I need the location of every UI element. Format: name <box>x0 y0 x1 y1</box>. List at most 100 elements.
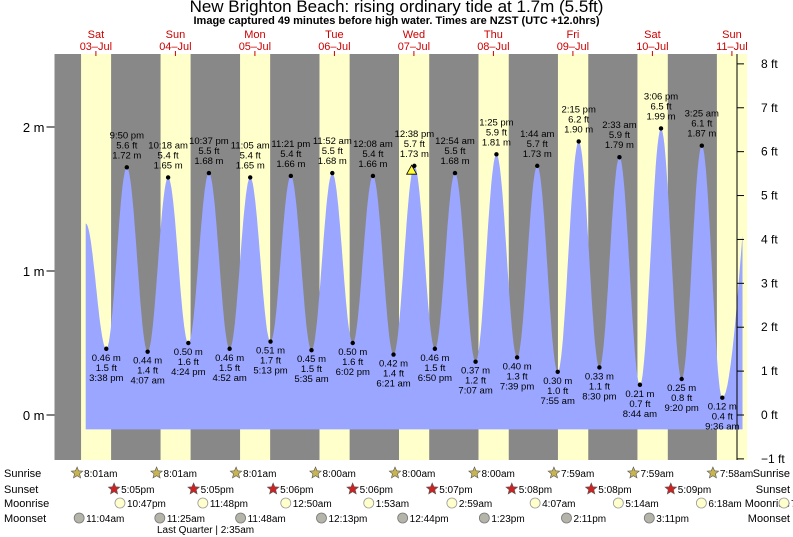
right-axis-label: 2 ft <box>761 320 778 334</box>
moonset-time: 12:13pm <box>328 514 367 525</box>
high-tide-label: 1.68 m <box>318 156 347 167</box>
low-tide-point <box>309 348 314 353</box>
low-tide-label: 1.5 ft <box>219 363 240 374</box>
low-tide-label: 9:20 pm <box>665 403 699 414</box>
right-axis-label: 4 ft <box>761 232 778 246</box>
low-tide-label: 0.45 m <box>297 354 326 365</box>
day-of-week-label: Mon <box>244 29 265 41</box>
date-label: 10–Jul <box>636 41 668 53</box>
sunset-icon <box>266 482 280 495</box>
low-tide-label: 6:50 pm <box>418 373 452 384</box>
low-tide-label: 3:38 pm <box>89 373 123 384</box>
high-tide-label: 9:50 pm <box>110 130 144 141</box>
sunrise-time: 7:59am <box>640 469 673 480</box>
axes: Sat03–JulSun04–JulMon05–JulTue06–JulWed0… <box>23 29 786 466</box>
high-tide-label: 1:25 pm <box>479 117 513 128</box>
sunrise-icon <box>229 466 243 479</box>
sunrise-time: 8:00am <box>402 469 435 480</box>
low-tide-label: 1.5 ft <box>96 363 117 374</box>
low-tide-label: 1.4 ft <box>383 369 404 380</box>
high-tide-point <box>165 175 171 180</box>
high-tide-point <box>699 143 705 148</box>
right-axis-label: 1 ft <box>761 364 778 378</box>
low-tide-label: 0.37 m <box>461 366 490 377</box>
sunrise-time: 8:01am <box>84 469 117 480</box>
moonrise-time: 2:59am <box>459 499 492 510</box>
low-tide-label: 0.7 ft <box>629 399 650 410</box>
moonset-icon <box>397 512 409 524</box>
high-tide-label: 5.7 ft <box>527 139 548 150</box>
low-tide-label: 0.50 m <box>338 347 367 358</box>
low-tide-label: 6:21 am <box>376 379 410 390</box>
left-axis-label: 0 m <box>23 408 45 423</box>
sunrise-icon <box>626 466 640 479</box>
low-tide-label: 5:13 pm <box>253 366 287 377</box>
sunset-time: 5:05pm <box>201 485 234 496</box>
low-tide-label: 6:02 pm <box>336 367 370 378</box>
low-tide-label: 0.21 m <box>625 389 654 400</box>
low-tide-label: 1.5 ft <box>424 363 445 374</box>
low-tide-label: 1.5 ft <box>301 364 322 375</box>
almanac-row-label-right: Sunset <box>756 484 790 496</box>
low-tide-label: 7:55 am <box>541 396 575 407</box>
sunrise-icon <box>70 466 84 479</box>
low-tide-label: 0.4 ft <box>712 412 733 423</box>
high-tide-label: 12:54 am <box>435 136 475 147</box>
low-tide-point <box>514 355 520 360</box>
low-tide-label: 0.12 m <box>708 402 737 413</box>
day-of-week-label: Sun <box>722 29 742 41</box>
day-of-week-label: Fri <box>566 29 579 41</box>
high-tide-point <box>535 163 540 169</box>
high-tide-label: 5.5 ft <box>322 146 343 157</box>
tide-area <box>85 128 743 430</box>
low-tide-label: 0.51 m <box>256 346 285 357</box>
sunset-icon <box>187 482 201 495</box>
sunset-icon <box>346 482 360 495</box>
almanac-row-label-left: Moonrise <box>4 498 49 510</box>
moonset-icon <box>316 512 327 524</box>
right-axis-label: −1 ft <box>761 452 785 466</box>
moonrise-icon <box>114 497 126 509</box>
low-tide-label: 0.33 m <box>585 371 614 382</box>
moonrise-icon <box>197 497 209 509</box>
high-tide-label: 2:33 am <box>602 120 636 131</box>
high-tide-label: 1.90 m <box>564 124 593 135</box>
day-of-week-label: Wed <box>403 29 425 41</box>
low-tide-point <box>186 340 191 346</box>
moonset-icon <box>561 512 572 524</box>
almanac-row-label-right: Moonrise <box>745 498 790 510</box>
high-tide-label: 1.68 m <box>440 156 469 167</box>
moonset-icon <box>235 512 246 524</box>
moonset-time: 11:25am <box>167 514 205 525</box>
high-tide-label: 5.4 ft <box>280 149 301 160</box>
moonrise-time: 5:14am <box>625 499 658 510</box>
sunset-icon <box>425 482 439 495</box>
almanac-row-label-left: Moonset <box>4 513 46 525</box>
high-tide-label: 1.73 m <box>523 149 552 160</box>
almanac-row-label-left: Sunset <box>4 484 38 496</box>
high-tide-label: 11:05 am <box>231 140 270 151</box>
low-tide-label: 4:07 am <box>130 376 164 387</box>
right-axis-label: 7 ft <box>761 101 778 115</box>
low-tide-label: 4:52 am <box>212 373 246 384</box>
moonset-icon <box>73 512 85 524</box>
low-tide-label: 0.50 m <box>174 347 203 358</box>
right-axis-label: 3 ft <box>761 276 778 290</box>
day-of-week-label: Sat <box>88 29 105 41</box>
high-tide-label: 5.5 ft <box>198 146 219 157</box>
right-axis-label: 0 ft <box>761 408 778 422</box>
low-tide-label: 0.8 ft <box>671 393 692 404</box>
right-axis-label: 6 ft <box>761 145 778 159</box>
moonrise-time: 6:18am <box>708 499 741 510</box>
moonset-icon <box>478 512 490 524</box>
almanac-row-label-right: Moonset <box>748 513 790 525</box>
sunrise-time: 8:01am <box>164 469 197 480</box>
moonrise-icon <box>612 497 624 509</box>
high-tide-label: 5.4 ft <box>158 150 179 161</box>
high-tide-point <box>617 155 622 160</box>
high-tide-label: 1.81 m <box>482 137 511 148</box>
moonrise-icon <box>529 497 541 509</box>
low-tide-point <box>679 376 684 382</box>
low-tide-label: 5:35 am <box>294 374 328 385</box>
sunset-icon <box>505 482 519 495</box>
